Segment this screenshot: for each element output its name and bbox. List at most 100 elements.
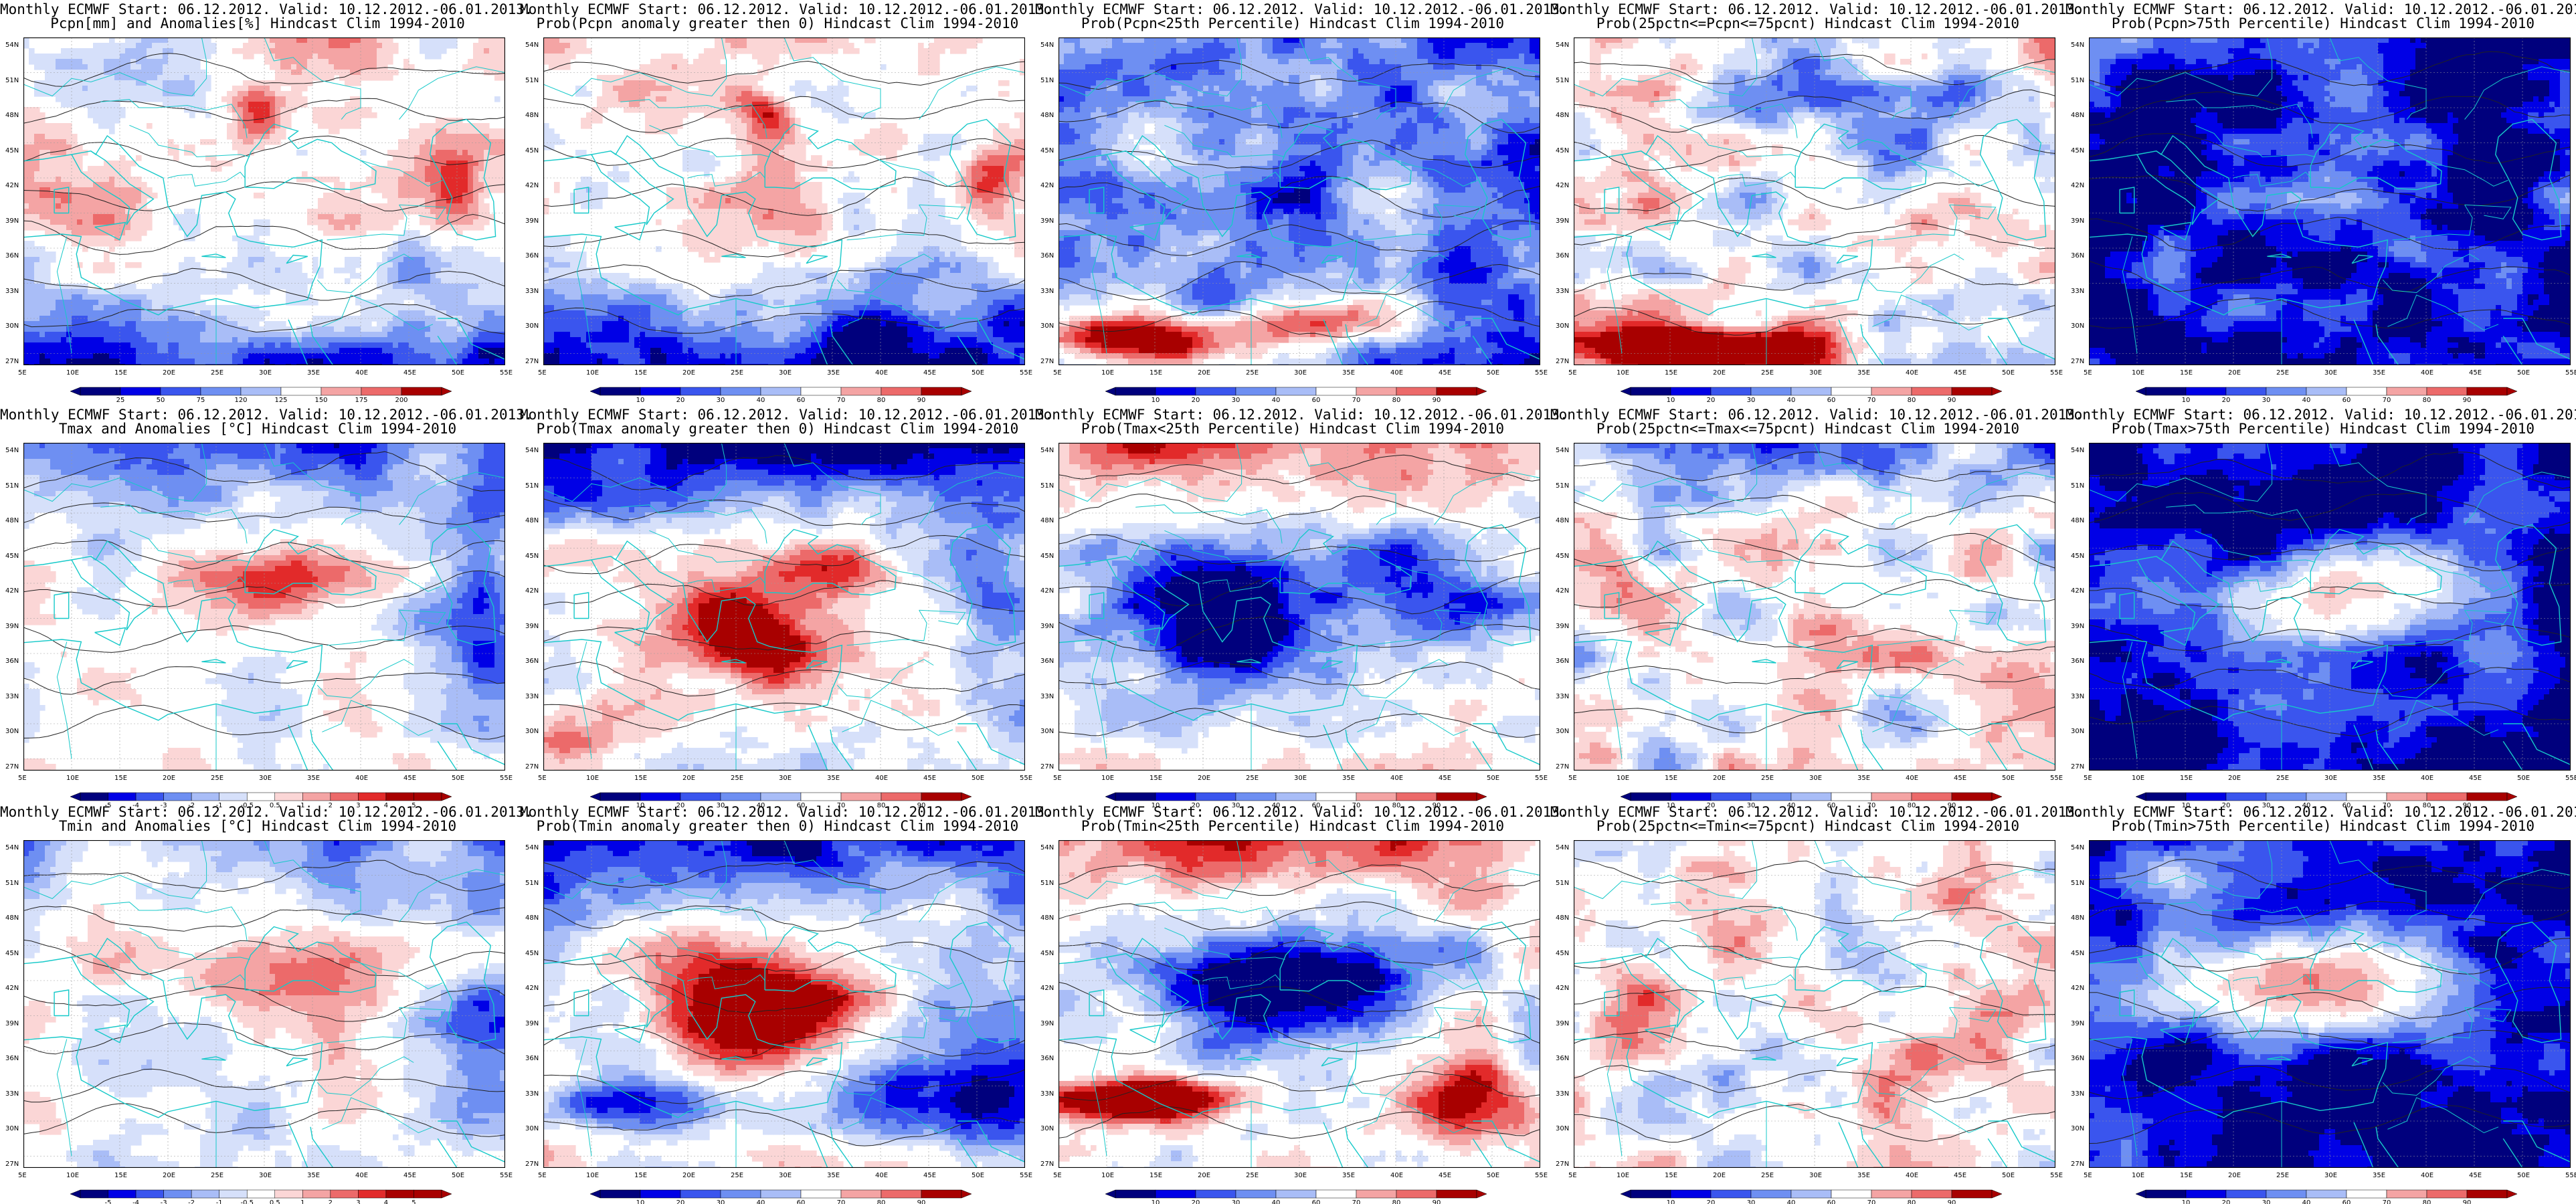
lat-label: 54N	[1556, 844, 1569, 851]
lon-label: 55E	[1020, 369, 1032, 377]
forecast-map	[2089, 840, 2571, 1168]
lat-label: 45N	[525, 553, 539, 560]
lat-label: 36N	[525, 658, 539, 665]
lon-label: 40E	[1906, 1172, 1918, 1179]
lat-label: 27N	[5, 1161, 19, 1168]
colorbar-tick-label: 10	[1152, 397, 1160, 404]
forecast-map	[23, 840, 505, 1168]
lon-label: 30E	[779, 775, 792, 782]
colorbar	[70, 1189, 452, 1199]
lat-label: 27N	[525, 763, 539, 771]
lon-label: 35E	[827, 1172, 840, 1179]
lat-label: 45N	[1040, 147, 1054, 155]
colorbar-tick-label: 80	[1392, 1199, 1401, 1204]
colorbar	[2136, 792, 2517, 801]
lon-label: 10E	[2132, 1172, 2144, 1179]
colorbar-tick-label: 10	[1667, 1199, 1675, 1204]
lon-label: 50E	[1487, 369, 1499, 377]
colorbar-tick-label: 80	[2423, 1199, 2431, 1204]
lon-label: 30E	[1294, 1172, 1307, 1179]
lat-label: 30N	[2071, 1125, 2084, 1132]
lon-label: 20E	[682, 775, 695, 782]
lon-label: 25E	[211, 369, 223, 377]
colorbar-tick-label: 70	[1352, 397, 1361, 404]
lon-label: 30E	[259, 369, 272, 377]
lat-label: 51N	[1040, 77, 1054, 84]
lat-label: 36N	[2071, 658, 2084, 665]
lat-label: 27N	[1040, 1161, 1054, 1168]
colorbar-tick-label: -3	[161, 1199, 167, 1204]
colorbar-tick-label: 20	[676, 397, 685, 404]
lat-label: 48N	[1556, 914, 1569, 922]
colorbar-tick-label: 70	[837, 397, 846, 404]
map-panel-r3-c1: Monthly ECMWF Start: 06.12.2012. Valid: …	[0, 803, 515, 1204]
lat-label: 33N	[1040, 693, 1054, 700]
colorbar	[1105, 792, 1487, 801]
lon-label: 10E	[2132, 775, 2144, 782]
lat-label: 54N	[5, 844, 19, 851]
lon-label: 45E	[923, 1172, 936, 1179]
colorbar-tick-label: 80	[877, 397, 886, 404]
lon-label: 5E	[538, 369, 547, 377]
colorbar-tick-label: 80	[1908, 1199, 1916, 1204]
colorbar-tick-label: 3	[356, 1199, 360, 1204]
colorbar-tick-label: 90	[2463, 397, 2472, 404]
lat-label: 30N	[5, 1125, 19, 1132]
forecast-map	[1574, 443, 2055, 771]
lat-label: 48N	[5, 517, 19, 524]
lat-label: 54N	[2071, 41, 2084, 49]
lat-label: 42N	[2071, 985, 2084, 992]
lat-label: 45N	[2071, 147, 2084, 155]
colorbar-tick-label: 25	[116, 397, 125, 404]
forecast-map	[23, 443, 505, 771]
lon-label: 15E	[2180, 369, 2193, 377]
colorbar-tick-label: 30	[1747, 397, 1756, 404]
lon-label: 25E	[731, 369, 743, 377]
lon-label: 35E	[1342, 1172, 1355, 1179]
colorbar-tick-label: 4	[384, 1199, 388, 1204]
forecast-map	[2089, 443, 2571, 771]
colorbar	[70, 792, 452, 801]
lat-label: 39N	[525, 623, 539, 630]
lat-label: 33N	[5, 288, 19, 295]
lat-label: 51N	[5, 880, 19, 887]
lat-label: 39N	[5, 217, 19, 225]
lon-label: 10E	[66, 369, 79, 377]
colorbar-tick-label: 10	[2182, 397, 2191, 404]
lon-label: 10E	[66, 775, 79, 782]
forecast-map	[23, 37, 505, 365]
lon-label: 25E	[1761, 369, 1774, 377]
colorbar-tick-label: 10	[2182, 1199, 2191, 1204]
lon-label: 40E	[1390, 1172, 1403, 1179]
lat-label: 45N	[2071, 553, 2084, 560]
colorbar-tick-label: -0.5	[240, 1199, 254, 1204]
lat-label: 27N	[5, 763, 19, 771]
forecast-map	[1574, 840, 2055, 1168]
lat-label: 36N	[1556, 252, 1569, 260]
lat-label: 54N	[525, 41, 539, 49]
colorbar-tick-label: 70	[1867, 1199, 1876, 1204]
colorbar-tick-label: 40	[757, 1199, 765, 1204]
lon-label: 45E	[403, 1172, 416, 1179]
forecast-map	[543, 443, 1025, 771]
forecast-map	[2089, 37, 2571, 365]
lon-label: 10E	[1101, 775, 1114, 782]
colorbar-tick-label: 90	[1433, 1199, 1441, 1204]
lon-label: 55E	[2050, 1172, 2063, 1179]
lon-label: 5E	[2084, 775, 2092, 782]
lon-label: 55E	[1020, 775, 1032, 782]
lon-label: 30E	[1809, 369, 1822, 377]
lon-label: 25E	[1761, 775, 1774, 782]
lon-label: 15E	[634, 369, 647, 377]
lat-label: 39N	[2071, 1020, 2084, 1027]
lat-label: 39N	[1040, 217, 1054, 225]
colorbar-tick-label: 40	[1787, 397, 1796, 404]
lon-label: 55E	[1020, 1172, 1032, 1179]
lat-label: 42N	[2071, 182, 2084, 189]
panel-title-line2: Prob(25pctn<=Tmin<=75pcnt) Hindcast Clim…	[1550, 819, 2065, 834]
forecast-map	[1059, 37, 1540, 365]
lat-label: 30N	[1556, 322, 1569, 330]
panel-title-line2: Prob(Pcpn<25th Percentile) Hindcast Clim…	[1035, 16, 1550, 31]
lat-label: 33N	[2071, 1090, 2084, 1098]
